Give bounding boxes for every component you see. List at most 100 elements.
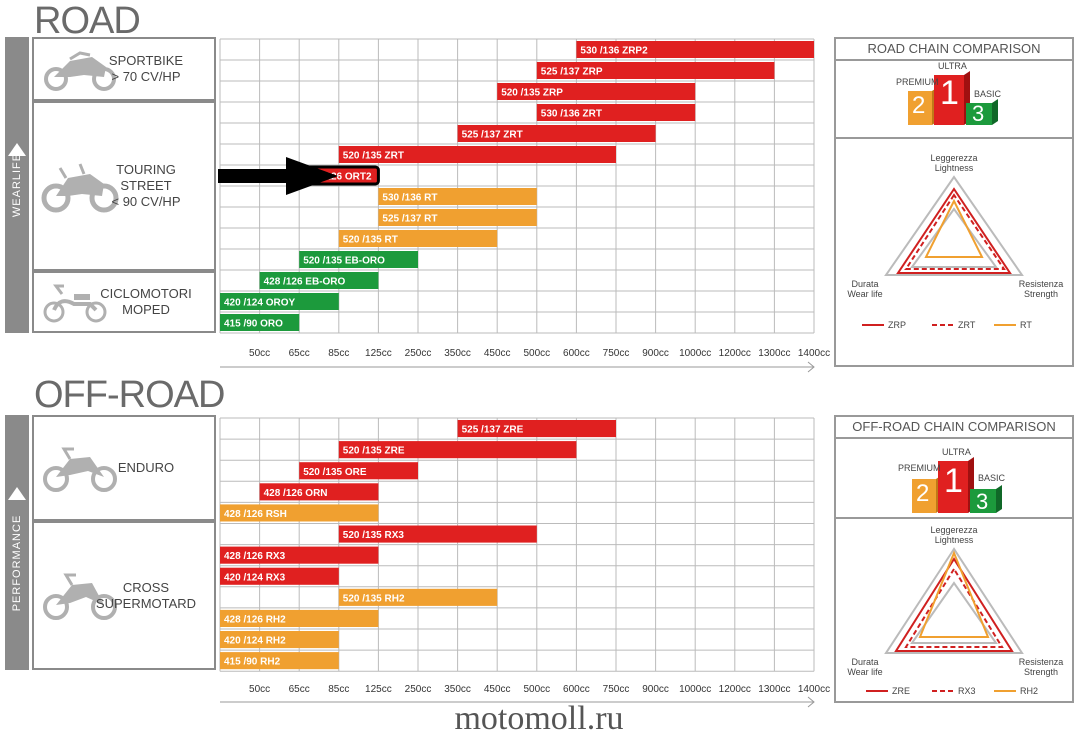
bar-label: 525 /137 ZRP (541, 67, 603, 78)
bar-label: 520 /135 ZRT (343, 151, 404, 162)
road-title: ROAD (34, 0, 141, 42)
radar-graphic (866, 547, 1024, 692)
legend-rt: RT (1020, 320, 1032, 330)
bar-label: 530 /136 ZRP2 (580, 46, 648, 57)
podium-number-3: 3 (972, 101, 985, 126)
category-moped-label: CICLOMOTORI MOPED (100, 286, 192, 317)
bar: 520 /135 ZRE (338, 441, 577, 459)
road-panel-title: ROAD CHAIN COMPARISON (836, 39, 1072, 61)
radar-right-label: Resistenza Strength (1018, 657, 1064, 677)
bar-label: 420 /124 RX3 (224, 572, 286, 583)
bar-rect (220, 631, 339, 649)
up-arrow-icon (8, 487, 26, 500)
bar: 520 /135 RH2 (338, 588, 498, 606)
bar-label: 525 /137 RT (382, 214, 437, 225)
bar: 428 /126 RH2 (220, 609, 379, 627)
category-sportbike: SPORTBIKE > 70 CV/HP (32, 37, 216, 101)
bar: 525 /137 ZRE (457, 420, 616, 438)
x-tick-label: 900cc (642, 684, 669, 695)
x-tick-label: 1000cc (679, 348, 711, 359)
bar-label: 530 /136 RT (382, 193, 437, 204)
bar-rect (338, 588, 498, 606)
podium-ultra-label: ULTRA (938, 61, 967, 71)
category-cross-label: CROSS SUPERMOTARD (95, 579, 197, 611)
category-touring-label: TOURING STREET < 90 CV/HP (111, 162, 181, 209)
bar: 520 /135 EB-ORO (299, 251, 418, 268)
bar-label: 415 /90 ORO (224, 319, 283, 330)
bar-label: 525 /137 ZRT (462, 130, 523, 141)
podium-number-1: 1 (944, 462, 963, 500)
bar-rect (220, 546, 379, 564)
category-moped: CICLOMOTORI MOPED (32, 271, 216, 333)
radar-left-label: Durata Wear life (847, 279, 883, 299)
legend-zrt: ZRT (958, 320, 976, 330)
bar-label: 428 /126 RX3 (224, 551, 286, 562)
moped-icon (43, 284, 107, 323)
watermark: motomoll.ru (454, 700, 624, 737)
category-enduro: ENDURO (32, 415, 216, 521)
offroad-panel-title: OFF-ROAD CHAIN COMPARISON (836, 417, 1072, 439)
bar-rect (338, 525, 537, 543)
bar-label: 420 /124 OROY (224, 298, 295, 309)
legend-zrp: ZRP (888, 320, 906, 330)
legend-rh2: RH2 (1020, 686, 1039, 696)
bar-label: 428 /126 ORT2 (303, 172, 372, 183)
bar: 520 /135 RT (338, 230, 498, 247)
bar-rect (220, 293, 339, 310)
bar-rect (457, 420, 616, 438)
bar: 520 /135 ZRT (338, 146, 616, 163)
bar: 420 /124 RH2 (220, 631, 339, 649)
x-tick-label: 65cc (289, 684, 310, 695)
radar-left-label: Durata Wear life (847, 657, 883, 677)
legend-zre: ZRE (892, 686, 910, 696)
bar: 530 /136 ZRP2 (576, 41, 814, 58)
x-tick-label: 85cc (328, 684, 349, 695)
x-tick-label: 1300cc (758, 348, 790, 359)
legend-rx3: RX3 (958, 686, 976, 696)
bar-rect (576, 41, 814, 58)
bar: 428 /126 ORN (259, 483, 379, 501)
bar-rect (378, 188, 537, 205)
podium-number-3: 3 (976, 489, 989, 514)
bar-rect (338, 230, 498, 247)
x-tick-label: 600cc (563, 348, 590, 359)
bar-rect (536, 104, 696, 121)
offroad-chart: 525 /137 ZRE 520 /135 ZRE 520 /135 ORE 428 … (219, 417, 830, 708)
enduro-bike-icon (43, 447, 117, 492)
bar-label: 520 /135 ZRE (343, 446, 405, 457)
bar-label: 525 /137 ZRE (462, 425, 524, 436)
x-tick-label: 450cc (484, 684, 511, 695)
bar: 428 /126 RSH (220, 504, 379, 522)
category-enduro-label: ENDURO (117, 460, 175, 475)
x-tick-label: 125cc (365, 684, 392, 695)
x-tick-label: 1400cc (798, 348, 830, 359)
bar-rect (338, 441, 577, 459)
bar-label: 520 /135 ORE (303, 467, 367, 478)
bar-rect (299, 251, 418, 268)
x-tick-label: 250cc (405, 348, 432, 359)
podium-premium-label: PREMIUM (898, 463, 941, 473)
bar-rect (220, 504, 379, 522)
bar-label: 520 /135 RX3 (343, 530, 405, 541)
x-tick-label: 65cc (289, 348, 310, 359)
bar-label: 428 /126 EB-ORO (264, 277, 346, 288)
podium-ultra-label: ULTRA (942, 447, 971, 457)
x-tick-label: 450cc (484, 348, 511, 359)
bar: 520 /135 ZRP (497, 83, 696, 100)
x-tick-label: 350cc (444, 348, 471, 359)
offroad-comparison-panel: OFF-ROAD CHAIN COMPARISON PREMIUM ULTRA … (834, 415, 1074, 703)
bar: 530 /136 ZRT (536, 104, 696, 121)
bar-rect (220, 609, 379, 627)
bar-rect (299, 462, 418, 480)
bar-label: 520 /135 RH2 (343, 593, 405, 604)
podium-premium-label: PREMIUM (896, 77, 939, 87)
offroad-title: OFF-ROAD (34, 374, 225, 416)
bar-label: 520 /135 EB-ORO (303, 256, 385, 267)
bar-rect (497, 83, 696, 100)
podium-basic-label: BASIC (974, 89, 1002, 99)
radar-top-label: Leggerezza Lightness (930, 525, 978, 545)
bar-label: 428 /126 RH2 (224, 614, 286, 625)
bar-label: 520 /135 RT (343, 235, 398, 246)
bar: 415 /90 ORO (220, 314, 300, 331)
radar-top-label: Leggerezza Lightness (930, 153, 978, 173)
